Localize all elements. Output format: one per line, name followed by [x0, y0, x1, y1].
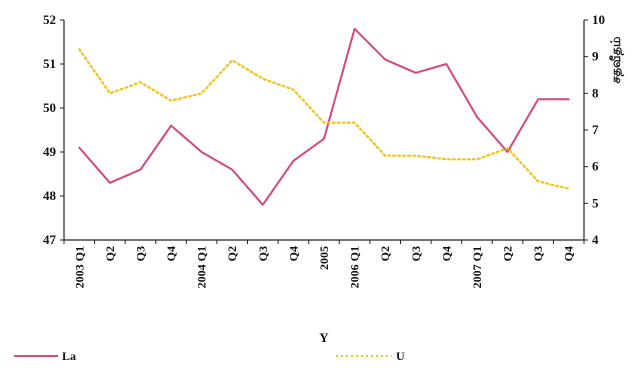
x-tick-label: Q3 — [133, 246, 147, 261]
legend-label-u: U — [396, 349, 405, 363]
x-tick-label: 2006 Q1 — [348, 246, 362, 288]
x-tick-label: Q4 — [286, 246, 300, 261]
series-line-la — [78, 27, 570, 206]
right-y-tick-label: 6 — [592, 159, 599, 174]
x-tick-label: 2007 Q1 — [470, 246, 484, 288]
x-tick-label: Q2 — [501, 246, 515, 261]
left-y-tick-label: 50 — [43, 100, 56, 115]
right-y-tick-label: 4 — [592, 232, 599, 247]
x-tick-label: 2003 Q1 — [72, 246, 86, 288]
left-y-tick-label: 49 — [43, 144, 57, 159]
series-line-u — [78, 48, 570, 190]
right-y-tick-label: 5 — [592, 195, 599, 210]
right-y-tick-label: 9 — [592, 49, 599, 64]
x-tick-label: Q2 — [378, 246, 392, 261]
right-y-tick-label: 7 — [592, 122, 599, 137]
x-tick-label: Q3 — [256, 246, 270, 261]
right-y-axis-title: சதவீதம் — [608, 36, 624, 84]
x-tick-label: Q3 — [409, 246, 423, 261]
left-y-tick-label: 48 — [43, 188, 57, 203]
right-y-tick-label: 8 — [592, 85, 599, 100]
left-y-tick-label: 52 — [43, 12, 56, 27]
chart-series — [78, 27, 570, 206]
x-tick-label: Q4 — [439, 246, 453, 261]
left-y-tick-label: 47 — [43, 232, 57, 247]
x-tick-label: Q2 — [225, 246, 239, 261]
x-tick-label: Q4 — [164, 246, 178, 261]
legend-label-la: La — [62, 349, 76, 363]
x-tick-label: Q4 — [562, 246, 576, 261]
right-y-tick-label: 10 — [592, 12, 605, 27]
chart-legend: La U — [14, 349, 405, 363]
x-axis-title: Y — [319, 330, 329, 345]
x-tick-label: 2005 — [317, 246, 331, 270]
left-y-tick-label: 51 — [43, 56, 56, 71]
x-tick-label: Q2 — [103, 246, 117, 261]
x-tick-label: 2004 Q1 — [195, 246, 209, 288]
chart-axes: 47 48 49 50 51 52 4 5 6 7 8 9 10 2003 Q1 Q2 Q3 Q4 2004 Q1… — [43, 12, 605, 288]
x-tick-label: Q3 — [531, 246, 545, 261]
